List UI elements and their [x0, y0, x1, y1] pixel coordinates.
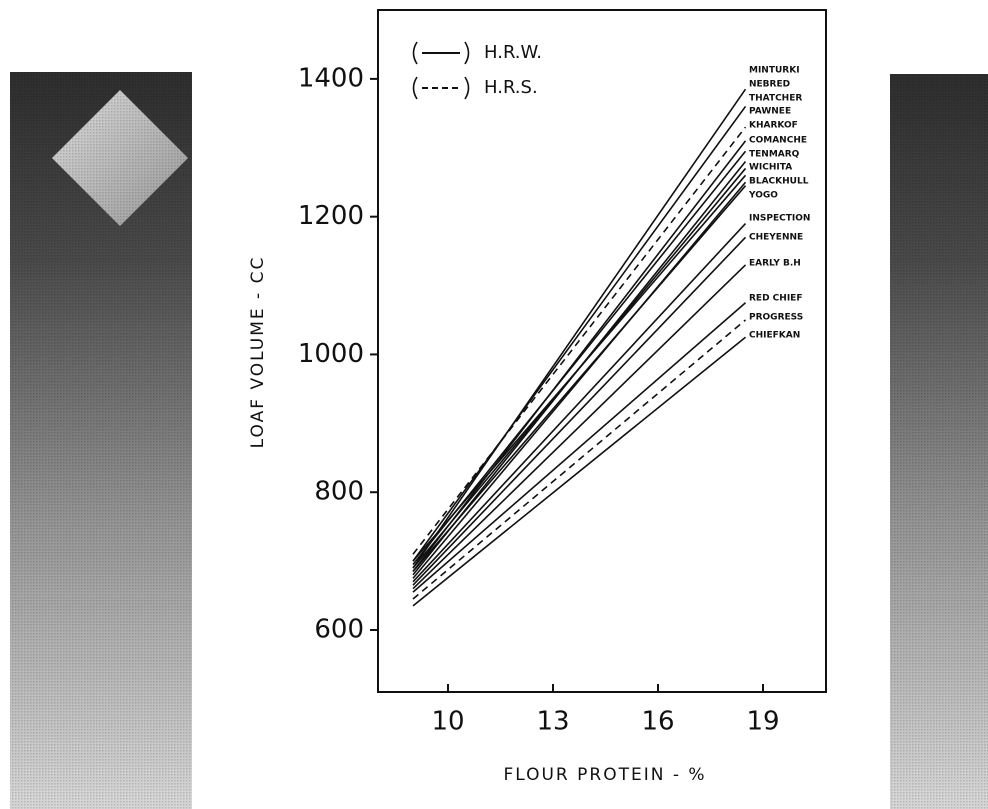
series-line	[412, 302, 747, 593]
series-line	[412, 319, 747, 600]
y-tick-label: 1000	[298, 339, 364, 369]
series-name: RED CHIEF	[749, 294, 802, 304]
series-name: YOGO	[748, 191, 778, 201]
series-line	[412, 185, 747, 572]
series-name: BLACKHULL	[749, 177, 809, 187]
series-line	[412, 264, 747, 590]
legend-label: H.R.S.	[484, 77, 538, 98]
series-name: MINTURKI	[749, 66, 800, 76]
series-name: WICHITA	[749, 163, 792, 173]
y-tick-label: 600	[314, 615, 364, 645]
legend-label: H.R.W.	[484, 42, 542, 63]
x-tick-label: 16	[641, 707, 674, 737]
legend-paren	[412, 76, 418, 100]
y-tick-label: 1400	[298, 63, 364, 93]
chart: 600 800 1000 1200 1400 10 13 16 19 FLOUR PROTEIN …	[248, 9, 827, 785]
series-line	[412, 223, 747, 583]
legend-paren	[464, 76, 470, 100]
plot-frame	[377, 9, 827, 693]
series-line	[412, 236, 747, 586]
y-axis-title: LOAF VOLUME - CC	[248, 256, 268, 449]
series-line	[412, 336, 747, 607]
series-line	[412, 140, 747, 572]
series-name: CHEYENNE	[749, 233, 803, 243]
series-name: TENMARQ	[749, 150, 800, 160]
series-line	[412, 126, 747, 555]
series-line	[412, 88, 747, 569]
legend-paren	[464, 41, 470, 65]
series-name: THATCHER	[749, 94, 802, 104]
series-line	[412, 181, 747, 579]
series-name: NEBRED	[749, 80, 790, 90]
series-name: PROGRESS	[749, 313, 803, 323]
x-tick-label: 13	[536, 707, 569, 737]
series-line	[412, 105, 747, 562]
diamond-texture	[52, 90, 188, 226]
series-name: EARLY B.H	[749, 259, 801, 269]
series-name: KHARKOF	[749, 121, 798, 131]
slide-card	[197, 0, 889, 800]
series-name: CHIEFKAN	[749, 331, 800, 341]
series-name: PAWNEE	[749, 107, 791, 117]
y-tick-label: 1200	[298, 201, 364, 231]
right-panel-texture	[890, 74, 988, 809]
series-name: COMANCHE	[749, 136, 807, 146]
x-tick-label: 19	[746, 707, 779, 737]
y-tick-label: 800	[314, 477, 364, 507]
x-tick-label: 10	[431, 707, 464, 737]
x-axis-title: FLOUR PROTEIN - %	[503, 765, 706, 785]
series-name: INSPECTION	[749, 214, 810, 224]
legend-paren	[412, 41, 418, 65]
series-line	[412, 174, 747, 562]
